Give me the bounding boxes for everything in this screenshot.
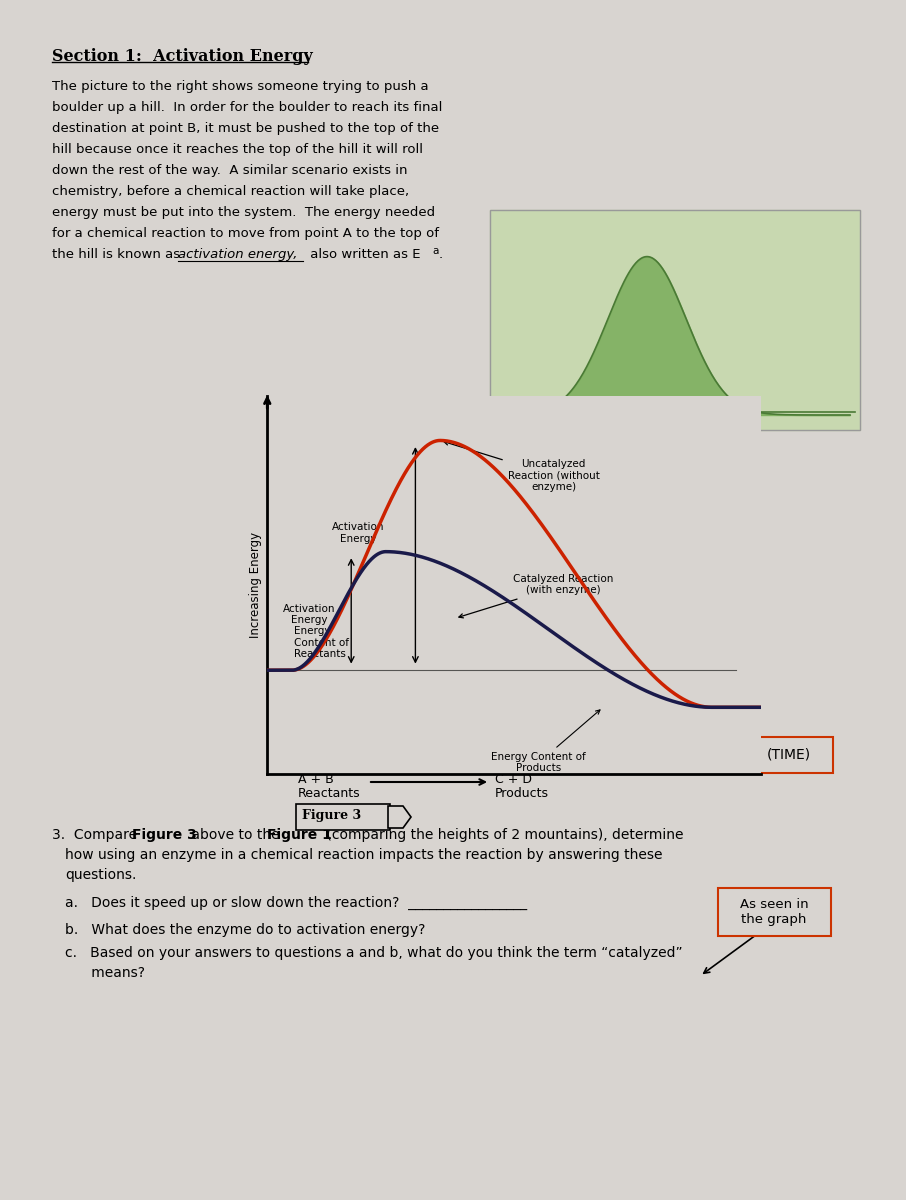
Text: Figure 3: Figure 3: [132, 828, 197, 842]
Text: means?: means?: [65, 966, 145, 980]
FancyBboxPatch shape: [745, 737, 833, 773]
Text: above to the: above to the: [187, 828, 284, 842]
Text: (TIME): (TIME): [767, 748, 811, 762]
Text: energy must be put into the system.  The energy needed: energy must be put into the system. The …: [52, 206, 435, 218]
Text: Uncatalyzed
Reaction (without
enzyme): Uncatalyzed Reaction (without enzyme): [444, 440, 600, 492]
Bar: [490, 210, 860, 430]
Text: Energy Content of
Products: Energy Content of Products: [491, 710, 600, 773]
Text: how using an enzyme in a chemical reaction impacts the reaction by answering the: how using an enzyme in a chemical reacti…: [65, 848, 662, 862]
Text: questions.: questions.: [65, 868, 137, 882]
Text: Figure 3: Figure 3: [302, 809, 361, 822]
Text: chemistry, before a chemical reaction will take place,: chemistry, before a chemical reaction wi…: [52, 185, 410, 198]
Text: Catalyzed Reaction
(with enzyme): Catalyzed Reaction (with enzyme): [459, 574, 613, 618]
Text: Progress of Reaction: Progress of Reaction: [322, 736, 451, 749]
Text: Products: Products: [495, 787, 549, 800]
Text: the hill is known as: the hill is known as: [52, 248, 185, 260]
Text: for a chemical reaction to move from point A to the top of: for a chemical reaction to move from poi…: [52, 227, 439, 240]
Text: A + B: A + B: [298, 773, 333, 786]
Polygon shape: [388, 806, 411, 828]
Text: destination at point B, it must be pushed to the top of the: destination at point B, it must be pushe…: [52, 122, 439, 134]
Text: .: .: [439, 248, 443, 260]
FancyBboxPatch shape: [490, 434, 576, 458]
Text: Section 1:  Activation Energy: Section 1: Activation Energy: [52, 48, 313, 65]
Text: b.   What does the enzyme do to activation energy?: b. What does the enzyme do to activation…: [65, 923, 426, 937]
Text: Figure 1: Figure 1: [267, 828, 332, 842]
Text: Activation
Energy: Activation Energy: [333, 522, 385, 544]
Text: Activation
Energy: Activation Energy: [283, 604, 335, 625]
Text: c.   Based on your answers to questions a and b, what do you think the term “cat: c. Based on your answers to questions a …: [65, 946, 682, 960]
Text: The picture to the right shows someone trying to push a: The picture to the right shows someone t…: [52, 80, 429, 92]
Text: down the rest of the way.  A similar scenario exists in: down the rest of the way. A similar scen…: [52, 164, 408, 176]
Text: (comparing the heights of 2 mountains), determine: (comparing the heights of 2 mountains), …: [322, 828, 683, 842]
Text: Reactants: Reactants: [298, 787, 361, 800]
Text: As seen in
the graph: As seen in the graph: [739, 898, 808, 926]
Text: 3.  Compare: 3. Compare: [52, 828, 141, 842]
Text: hill because once it reaches the top of the hill it will roll: hill because once it reaches the top of …: [52, 143, 423, 156]
Text: activation energy,: activation energy,: [178, 248, 297, 260]
Text: C + D: C + D: [495, 773, 532, 786]
Text: boulder up a hill.  In order for the boulder to reach its final: boulder up a hill. In order for the boul…: [52, 101, 442, 114]
FancyBboxPatch shape: [718, 888, 831, 936]
Text: also written as E: also written as E: [306, 248, 420, 260]
Bar: [490, 210, 860, 430]
Text: Energy
Content of
Reactants: Energy Content of Reactants: [294, 626, 350, 659]
Text: a.   Does it speed up or slow down the reaction?  _________________: a. Does it speed up or slow down the rea…: [65, 896, 527, 910]
Text: Figure 2: Figure 2: [496, 438, 555, 451]
Text: a: a: [432, 246, 439, 256]
Y-axis label: Increasing Energy: Increasing Energy: [249, 532, 262, 638]
FancyBboxPatch shape: [296, 804, 390, 830]
